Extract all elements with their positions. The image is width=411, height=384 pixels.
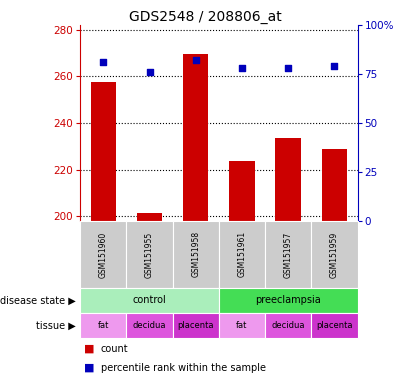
Text: control: control bbox=[133, 295, 166, 306]
Text: decidua: decidua bbox=[133, 321, 166, 330]
Text: fat: fat bbox=[97, 321, 109, 330]
Text: GSM151955: GSM151955 bbox=[145, 231, 154, 278]
Text: preeclampsia: preeclampsia bbox=[255, 295, 321, 306]
Bar bbox=[90, 82, 116, 221]
Text: placenta: placenta bbox=[316, 321, 353, 330]
Text: decidua: decidua bbox=[271, 321, 305, 330]
Point bbox=[192, 57, 199, 63]
Point bbox=[239, 65, 245, 71]
Text: tissue ▶: tissue ▶ bbox=[36, 320, 76, 331]
Text: GSM151958: GSM151958 bbox=[191, 231, 200, 278]
Point bbox=[100, 59, 106, 65]
Bar bbox=[229, 161, 255, 221]
Text: percentile rank within the sample: percentile rank within the sample bbox=[101, 363, 266, 373]
Text: GDS2548 / 208806_at: GDS2548 / 208806_at bbox=[129, 10, 282, 23]
Text: GSM151961: GSM151961 bbox=[238, 231, 247, 278]
Text: GSM151960: GSM151960 bbox=[99, 231, 108, 278]
Text: placenta: placenta bbox=[178, 321, 214, 330]
Bar bbox=[137, 213, 162, 221]
Text: GSM151957: GSM151957 bbox=[284, 231, 293, 278]
Text: count: count bbox=[101, 344, 128, 354]
Point bbox=[285, 65, 291, 71]
Bar bbox=[322, 149, 347, 221]
Text: ■: ■ bbox=[84, 344, 95, 354]
Point bbox=[146, 69, 153, 75]
Bar bbox=[183, 54, 208, 221]
Text: GSM151959: GSM151959 bbox=[330, 231, 339, 278]
Text: disease state ▶: disease state ▶ bbox=[0, 295, 76, 306]
Point bbox=[331, 63, 338, 69]
Bar bbox=[275, 138, 301, 221]
Text: fat: fat bbox=[236, 321, 248, 330]
Text: ■: ■ bbox=[84, 363, 95, 373]
